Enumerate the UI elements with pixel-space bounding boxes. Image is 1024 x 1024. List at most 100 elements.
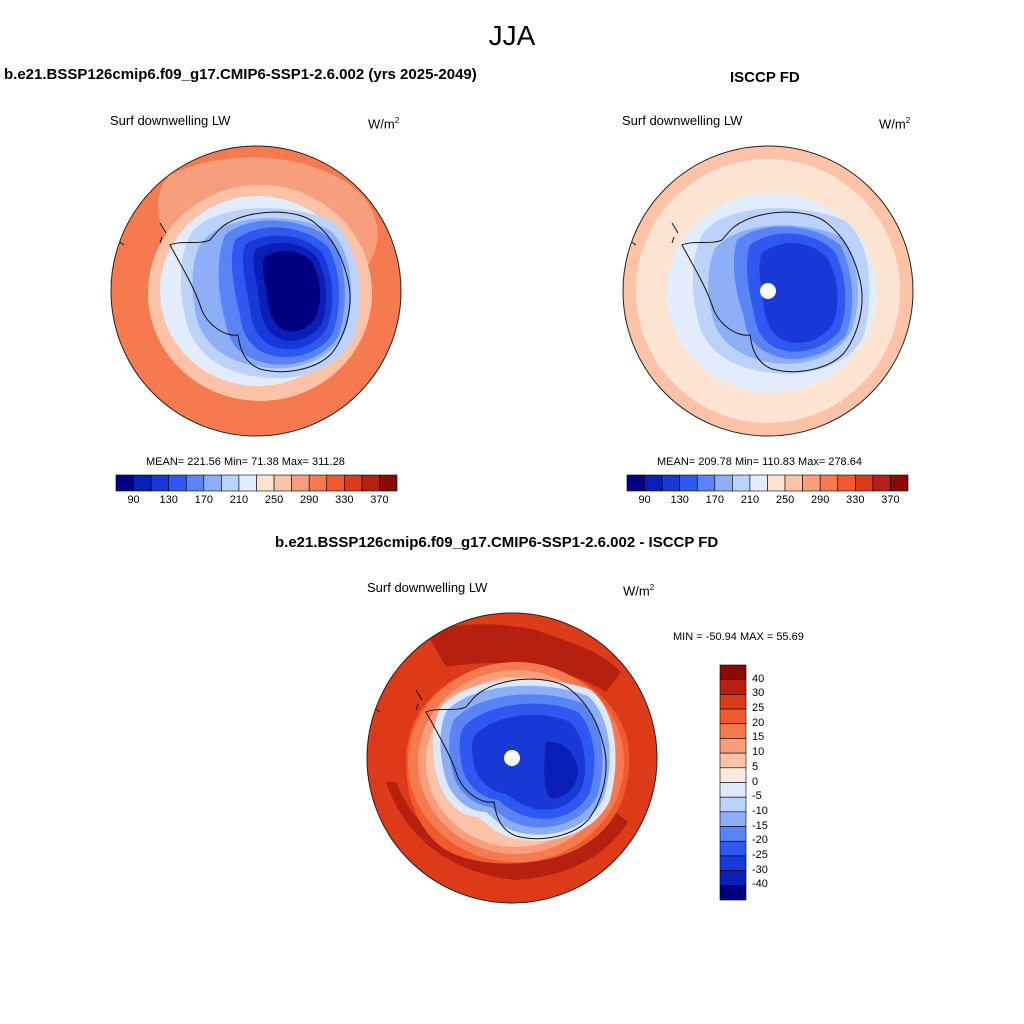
panel3-colorbar-swatch bbox=[719, 885, 747, 901]
panel3-pole-hole bbox=[504, 750, 520, 766]
panel1-colorbar bbox=[115, 474, 398, 492]
panel2-map-border bbox=[622, 145, 914, 437]
figure-title: JJA bbox=[488, 20, 536, 51]
panel1-colorbar-tick-label: 130 bbox=[159, 494, 178, 506]
panel1-colorbar-swatch bbox=[273, 474, 292, 492]
panel3-colorbar-tick-label: 10 bbox=[752, 746, 765, 759]
panel3-colorbar-tick-label: -5 bbox=[752, 790, 762, 803]
panel1-colorbar-swatch bbox=[256, 474, 275, 492]
panel2-colorbar-swatch bbox=[819, 474, 839, 492]
panel2-stats: MEAN= 209.78 Min= 110.83 Max= 278.64 bbox=[657, 456, 862, 468]
panel2-colorbar-tick-label: 130 bbox=[670, 494, 689, 506]
panel3-colorbar-tick-label: 5 bbox=[752, 760, 759, 773]
panel1-colorbar-tick-label: 370 bbox=[370, 494, 389, 506]
panel2-colorbar-tick-label: 370 bbox=[881, 494, 900, 506]
panel3-colorbar-swatch bbox=[719, 870, 747, 886]
panel2-colorbar-swatch bbox=[767, 474, 786, 492]
panel2-colorbar-ticks: 90 130 170 210 250 290 330 370 bbox=[627, 494, 908, 508]
panel2-colorbar-swatch bbox=[714, 474, 733, 492]
panel3-colorbar bbox=[719, 664, 747, 901]
panel1-colorbar-swatch bbox=[238, 474, 257, 492]
panel2-colorbar-swatch bbox=[855, 474, 874, 492]
panel3-title: b.e21.BSSP126cmip6.f09_g17.CMIP6-SSP1-2.… bbox=[275, 534, 719, 551]
panel1-stats: MEAN= 221.56 Min= 71.38 Max= 311.28 bbox=[146, 456, 345, 468]
panel1-colorbar-swatch bbox=[221, 474, 240, 492]
panel1-colorbar-swatch bbox=[150, 474, 169, 492]
panel1-colorbar-tick-label: 210 bbox=[229, 494, 249, 506]
panel2-colorbar-swatch bbox=[644, 474, 663, 492]
panel1-units-label: W/m2 bbox=[368, 116, 400, 132]
panel3-colorbar-swatch bbox=[719, 796, 747, 813]
panel3-colorbar-swatch bbox=[719, 752, 747, 769]
panel2-polar-map bbox=[622, 145, 914, 437]
panel2-units-label: W/m2 bbox=[879, 116, 911, 132]
panel2-colorbar-swatch bbox=[872, 474, 891, 492]
panel1-colorbar-swatch bbox=[203, 474, 222, 492]
panel3-colorbar-swatch bbox=[719, 811, 747, 827]
panel3-colorbar-tick-label: -40 bbox=[752, 878, 768, 891]
panel3-colorbar-swatch bbox=[719, 826, 747, 842]
panel3-variable-label: Surf downwelling LW bbox=[367, 580, 488, 595]
panel3-colorbar-ticks: 40 30 25 20 15 10 5 0 -5 -10 -15 -20 -25 -30 -40 bbox=[752, 665, 792, 900]
panel3-colorbar-swatch bbox=[719, 855, 747, 871]
panel2-colorbar-tick-label: 290 bbox=[811, 494, 830, 506]
panel3-polar-map bbox=[366, 612, 658, 904]
panel3-colorbar-tick-label: 20 bbox=[752, 716, 765, 729]
panel3-colorbar-tick-label: -20 bbox=[752, 834, 768, 847]
panel1-map-border bbox=[110, 145, 402, 437]
panel3-colorbar-tick-label: 0 bbox=[752, 775, 759, 788]
panel1-colorbar-tick-label: 290 bbox=[300, 494, 319, 506]
panel3-stats: MIN = -50.94 MAX = 55.69 bbox=[673, 631, 804, 643]
panel1-colorbar-swatch bbox=[344, 474, 363, 492]
panel3-colorbar-tick-label: -25 bbox=[752, 848, 768, 861]
panel3-colorbar-tick-label: 30 bbox=[752, 687, 765, 700]
panel3-units-label: W/m2 bbox=[623, 583, 655, 599]
panel2-colorbar-swatch bbox=[679, 474, 698, 492]
panel1-colorbar-swatch bbox=[308, 474, 328, 492]
panel2-colorbar-swatch bbox=[732, 474, 751, 492]
panel3-colorbar-swatch bbox=[719, 738, 747, 754]
panel2-variable-label: Surf downwelling LW bbox=[622, 113, 743, 128]
panel3-colorbar-tick-label: -10 bbox=[752, 804, 768, 817]
panel2-colorbar-swatch bbox=[749, 474, 768, 492]
panel3-colorbar-swatch bbox=[719, 723, 747, 739]
panel2-colorbar-swatch bbox=[626, 474, 645, 492]
panel1-colorbar-tick-label: 250 bbox=[264, 494, 284, 506]
panel2-title: ISCCP FD bbox=[730, 69, 800, 86]
panel1-colorbar-tick-label: 90 bbox=[127, 494, 140, 506]
panel2-colorbar-swatch bbox=[802, 474, 821, 492]
panel2-colorbar-tick-label: 250 bbox=[775, 494, 795, 506]
panel3-colorbar-tick-label: -30 bbox=[752, 863, 768, 876]
panel3-map-border bbox=[366, 612, 658, 904]
panel2-colorbar-swatch bbox=[696, 474, 716, 492]
panel2-colorbar-tick-label: 90 bbox=[638, 494, 651, 506]
panel1-colorbar-swatch bbox=[326, 474, 345, 492]
panel1-colorbar-swatch bbox=[379, 474, 398, 492]
panel2-colorbar-tick-label: 330 bbox=[846, 494, 865, 506]
panel2-colorbar-swatch bbox=[784, 474, 803, 492]
panel1-colorbar-swatch bbox=[361, 474, 380, 492]
panel3-colorbar-swatch bbox=[719, 782, 747, 798]
panel2-colorbar-swatch bbox=[661, 474, 680, 492]
panel3-colorbar-tick-label: 25 bbox=[752, 702, 765, 715]
panel3-colorbar-swatch bbox=[719, 840, 747, 857]
panel2-colorbar bbox=[626, 474, 909, 492]
panel1-colorbar-tick-label: 170 bbox=[194, 494, 213, 506]
panel3-colorbar-tick-label: 40 bbox=[752, 672, 765, 685]
panel2-colorbar-swatch bbox=[837, 474, 856, 492]
panel3-colorbar-tick-label: -15 bbox=[752, 819, 768, 832]
panel2-pole-hole bbox=[760, 283, 776, 299]
panel1-title: b.e21.BSSP126cmip6.f09_g17.CMIP6-SSP1-2.… bbox=[4, 66, 477, 83]
panel3-colorbar-tick-label: 15 bbox=[752, 731, 765, 744]
panel1-colorbar-swatch bbox=[115, 474, 134, 492]
panel2-colorbar-swatch bbox=[890, 474, 909, 492]
panel3-colorbar-swatch bbox=[719, 767, 747, 783]
panel3-colorbar-swatch bbox=[719, 679, 747, 695]
panel3-colorbar-swatch bbox=[719, 664, 747, 680]
panel1-variable-label: Surf downwelling LW bbox=[110, 113, 231, 128]
panel1-colorbar-ticks: 90 130 170 210 250 290 330 370 bbox=[116, 494, 397, 508]
panel3-colorbar-swatch bbox=[719, 694, 747, 710]
panel1-colorbar-swatch bbox=[291, 474, 310, 492]
panel3-colorbar-swatch bbox=[719, 708, 747, 725]
panel1-polar-map bbox=[110, 145, 402, 437]
